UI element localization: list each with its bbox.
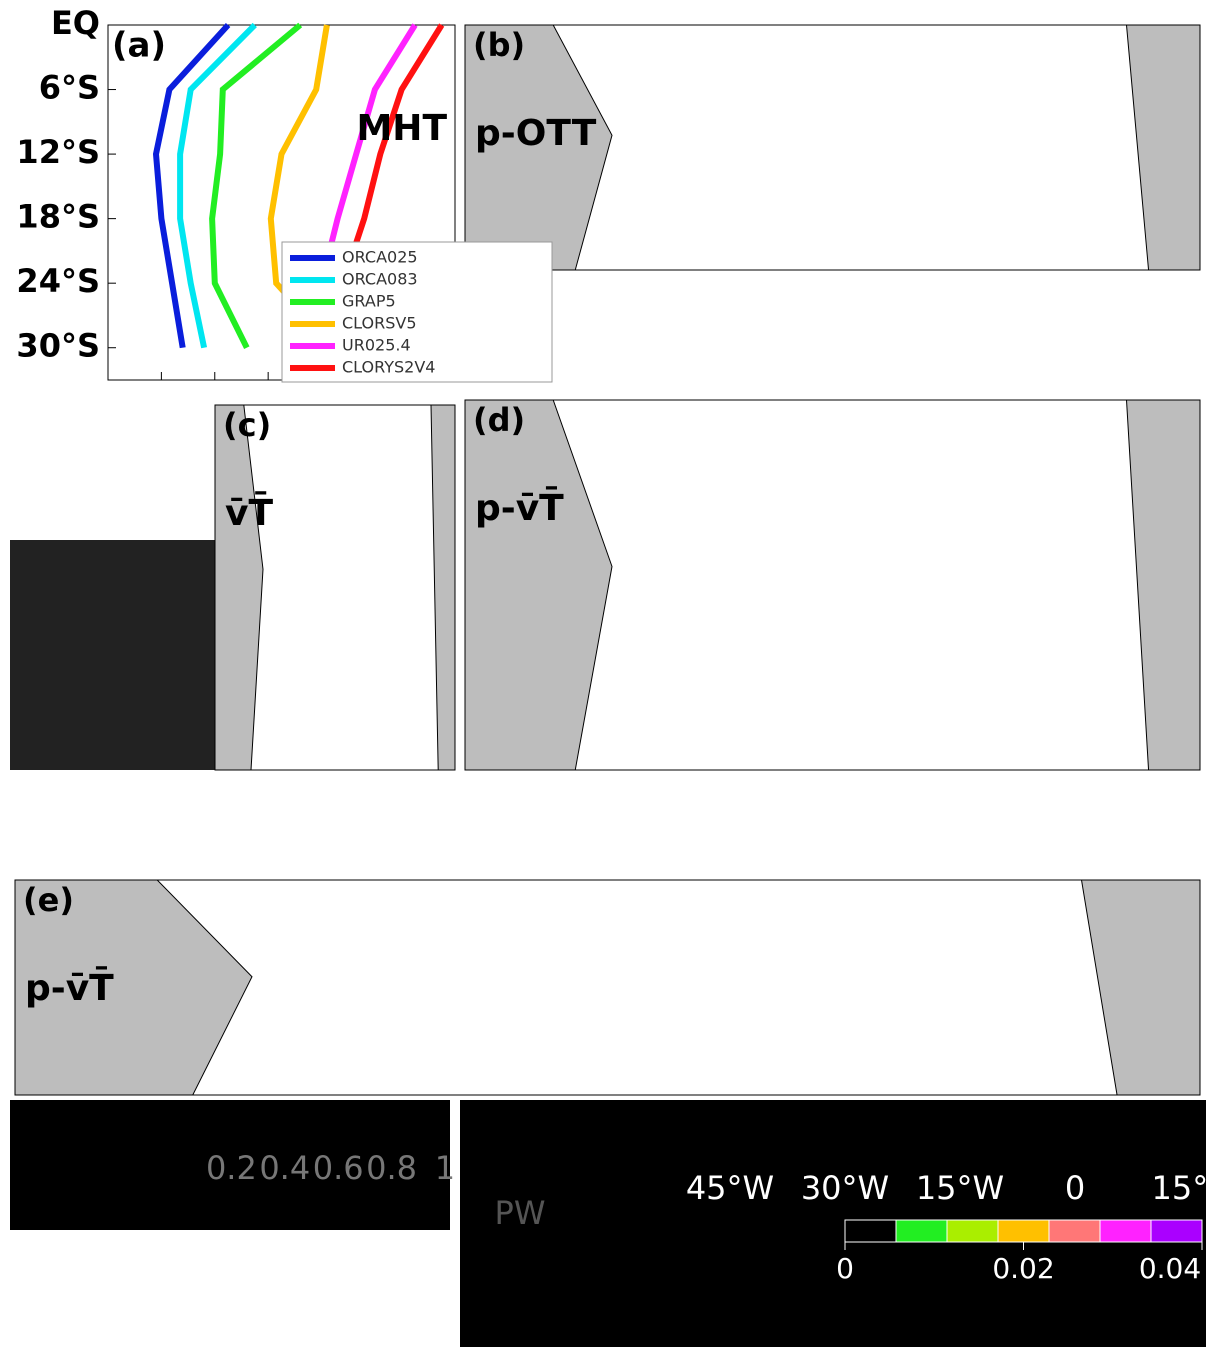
chart-title: MHT — [356, 108, 447, 149]
x-axis-label: PW — [495, 1194, 546, 1232]
legend-label: CLORSV5 — [342, 314, 417, 333]
colorbar-segment — [1151, 1220, 1202, 1242]
y-tick-label: 24°S — [16, 262, 100, 300]
x-tick-label: 0.2 — [206, 1149, 257, 1187]
colorbar-segment — [1100, 1220, 1151, 1242]
lon-tick-label: 0 — [1065, 1169, 1085, 1207]
y-tick-label: 30°S — [16, 327, 100, 365]
colorbar-segment — [998, 1220, 1049, 1242]
legend-label: GRAP5 — [342, 292, 396, 311]
legend-label: ORCA025 — [342, 248, 418, 267]
panel-label: (a) — [112, 26, 166, 66]
x-tick-label: 0.4 — [259, 1149, 310, 1187]
colorbar-segment — [947, 1220, 998, 1242]
panel-title: p-v̄T̄ — [25, 965, 114, 1009]
lon-tick-label: 30°W — [801, 1169, 889, 1207]
panel-label: (c) — [223, 406, 271, 444]
colorbar-tick-label: 0.04 — [1139, 1252, 1201, 1285]
lon-tick-label: 45°W — [686, 1169, 774, 1207]
legend-label: ORCA083 — [342, 270, 418, 289]
lon-tick-label: 15°E — [1152, 1169, 1206, 1207]
panel-title: v̄T̄ — [225, 490, 273, 534]
legend-label: UR025.4 — [342, 336, 411, 355]
panel-label: (e) — [23, 881, 74, 919]
legend-label: CLORYS2V4 — [342, 358, 435, 377]
colorbar-tick-label: 0.02 — [992, 1252, 1054, 1285]
x-tick-label: 0.6 — [313, 1149, 364, 1187]
colorbar-tick-label: 0 — [836, 1252, 854, 1285]
lon-tick-label: 15°W — [916, 1169, 1004, 1207]
y-tick-label: 6°S — [39, 69, 100, 107]
x-tick-label: 1 — [435, 1149, 455, 1187]
y-tick-label: 18°S — [16, 198, 100, 236]
panel-title: p-v̄T̄ — [475, 485, 564, 529]
colorbar-segment — [845, 1220, 896, 1242]
figure: (b)p-OTT(c)v̄T̄(d)p-v̄T̄(e)p-v̄T̄EQ6°S12… — [0, 0, 1206, 1347]
colorbar-segment — [896, 1220, 947, 1242]
colorbar-segment — [1049, 1220, 1100, 1242]
panel-title: p-OTT — [475, 113, 597, 154]
x-tick-label: 0.8 — [366, 1149, 417, 1187]
y-tick-label: 12°S — [16, 133, 100, 171]
panel-label: (d) — [473, 401, 525, 439]
panel-label: (b) — [473, 26, 525, 64]
y-tick-label: EQ — [51, 4, 100, 42]
